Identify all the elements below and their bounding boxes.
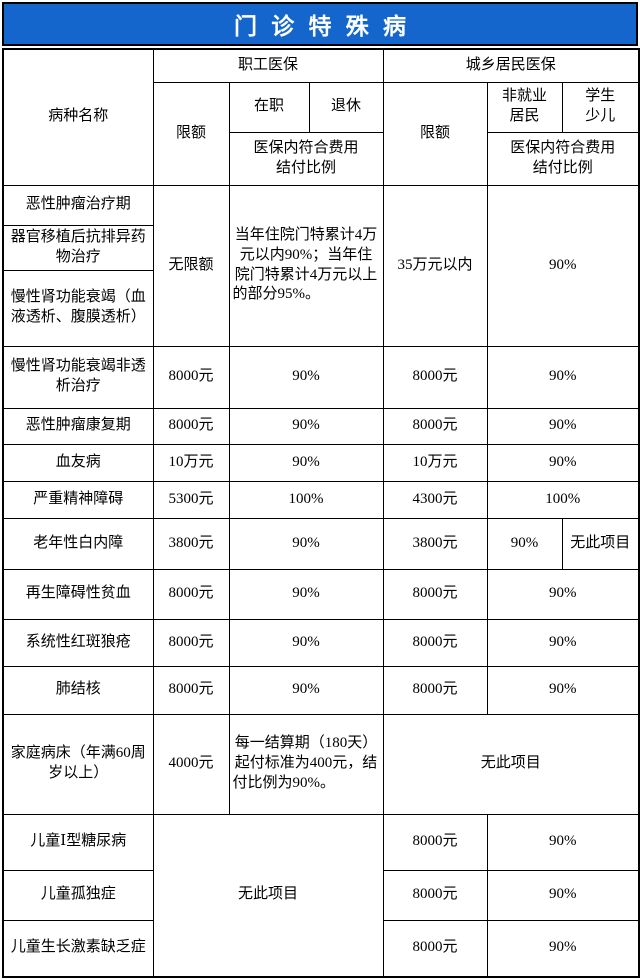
res-student-ratio-cell: 无此项目: [561, 517, 640, 570]
emp-ratio-cell: 90%: [228, 345, 384, 409]
emp-limit-cell: 8000元: [152, 345, 230, 409]
emp-ratio-cell: 90%: [228, 618, 384, 667]
disease-cell: 儿童生长激素缺乏症: [2, 919, 154, 978]
table-row-child-autism: 儿童孤独症 8000元 90%: [2, 869, 640, 921]
col-header-res-limit: 限额: [382, 81, 488, 186]
header-row-groups: 病种名称 职工医保 城乡居民医保: [2, 48, 640, 186]
emp-ratio-cell: 90%: [228, 568, 384, 620]
table-row-cataract: 老年性白内障 3800元 90% 3800元 90% 无此项目: [2, 517, 640, 570]
emp-not-covered-cell: 无此项目: [152, 813, 384, 978]
table-row: 系统性红斑狼疮 8000元 90% 8000元 90%: [2, 618, 640, 667]
res-limit-cell: 8000元: [382, 813, 488, 871]
res-limit-cell: 8000元: [382, 618, 488, 667]
col-header-emp-retired: 退休: [308, 81, 384, 133]
res-ratio-cell: 90%: [486, 919, 640, 978]
col-header-disease-name: 病种名称: [2, 48, 154, 186]
disease-cell: 系统性红斑狼疮: [2, 618, 154, 667]
res-ratio-cell: 90%: [486, 407, 640, 445]
outpatient-special-disease-table: 病种名称 职工医保 城乡居民医保 限额 在职 退休 限额 非就业 居民 学生 少…: [2, 48, 640, 978]
emp-limit-cell: 10万元: [152, 443, 230, 482]
res-ratio-cell: 90%: [486, 184, 640, 347]
disease-cell: 儿童Ⅰ型糖尿病: [2, 813, 154, 871]
res-ratio-cell: 90%: [486, 618, 640, 667]
table-row: 慢性肾功能衰竭非透析治疗 8000元 90% 8000元 90%: [2, 345, 640, 409]
table-row-child-diabetes: 儿童Ⅰ型糖尿病 无此项目 8000元 90%: [2, 813, 640, 978]
col-header-emp-limit: 限额: [152, 81, 230, 186]
res-limit-cell: 8000元: [382, 919, 488, 978]
col-header-res-student: 学生 少儿: [561, 81, 640, 133]
col-header-emp-ratio: 医保内符合费用 结付比例: [228, 131, 384, 186]
emp-ratio-cell: 90%: [228, 443, 384, 482]
table-row: 血友病 10万元 90% 10万元 90%: [2, 443, 640, 482]
col-header-res-ratio: 医保内符合费用 结付比例: [486, 131, 640, 186]
emp-limit-cell: 8000元: [152, 618, 230, 667]
disease-cell: 器官移植后抗排异药物治疗: [2, 224, 154, 271]
res-ratio-cell: 90%: [486, 869, 640, 921]
header-row-ratio: 医保内符合费用 结付比例 医保内符合费用 结付比例: [3, 131, 640, 186]
disease-cell: 慢性肾功能衰竭（血液透析、腹膜透析）: [2, 269, 154, 347]
emp-limit-cell: 8000元: [152, 665, 230, 715]
disease-cell: 儿童孤独症: [2, 869, 154, 921]
emp-ratio-cell: 90%: [228, 407, 384, 445]
disease-cell: 慢性肾功能衰竭非透析治疗: [2, 345, 154, 409]
table-row: 再生障碍性贫血 8000元 90% 8000元 90%: [2, 568, 640, 620]
res-ratio-cell: 90%: [486, 345, 640, 409]
emp-ratio-cell: 90%: [228, 517, 384, 570]
emp-limit-cell: 5300元: [152, 480, 230, 519]
res-limit-cell: 8000元: [382, 869, 488, 921]
res-ratio-cell: 90%: [486, 665, 640, 715]
res-limit-cell: 35万元以内: [382, 184, 488, 347]
res-limit-cell: 8000元: [382, 345, 488, 409]
table-row-group-top-3: 慢性肾功能衰竭（血液透析、腹膜透析）: [2, 269, 639, 347]
disease-cell: 肺结核: [2, 665, 154, 715]
res-ratio-cell: 90%: [486, 443, 640, 482]
disease-cell: 严重精神障碍: [2, 480, 154, 519]
emp-ratio-cell: 每一结算期（180天）起付标准为400元，结付比例为90%。: [228, 713, 384, 815]
res-nonemployed-ratio-cell: 90%: [486, 517, 563, 570]
table-row: 恶性肿瘤康复期 8000元 90% 8000元 90%: [2, 407, 640, 445]
col-header-employee-insurance: 职工医保: [152, 48, 384, 83]
emp-limit-cell: 8000元: [152, 407, 230, 445]
emp-limit-cell: 8000元: [152, 568, 230, 620]
res-ratio-cell: 90%: [486, 813, 640, 871]
disease-cell: 老年性白内障: [2, 517, 154, 570]
emp-ratio-cell: 100%: [228, 480, 384, 519]
emp-limit-cell: 无限额: [152, 184, 230, 347]
disease-cell: 家庭病床（年满60周岁以上）: [2, 713, 154, 815]
table-row-group-top-1: 恶性肿瘤治疗期 无限额 当年住院门特累计4万元以内90%；当年住院门特累计4万元…: [2, 184, 640, 347]
res-ratio-cell: 90%: [486, 568, 640, 620]
emp-limit-cell: 3800元: [152, 517, 230, 570]
header-row-subcolumns: 限额 在职 退休 限额 非就业 居民 学生 少儿: [3, 81, 640, 186]
res-limit-cell: 3800元: [382, 517, 488, 570]
res-limit-cell: 8000元: [382, 665, 488, 715]
res-limit-cell: 10万元: [382, 443, 488, 482]
disease-cell: 再生障碍性贫血: [2, 568, 154, 620]
emp-limit-cell: 4000元: [152, 713, 230, 815]
res-ratio-cell: 100%: [486, 480, 640, 519]
page-title: 门诊特殊病: [2, 2, 638, 46]
col-header-emp-active: 在职: [228, 81, 310, 133]
col-header-res-nonemployed: 非就业 居民: [486, 81, 563, 133]
disease-cell: 恶性肿瘤康复期: [2, 407, 154, 445]
disease-cell: 血友病: [2, 443, 154, 482]
col-header-resident-insurance: 城乡居民医保: [382, 48, 640, 83]
table-row: 肺结核 8000元 90% 8000元 90%: [2, 665, 640, 715]
emp-ratio-cell: 当年住院门特累计4万元以内90%；当年住院门特累计4万元以上的部分95%。: [228, 184, 384, 347]
disease-cell: 恶性肿瘤治疗期: [2, 184, 154, 226]
res-limit-cell: 8000元: [382, 407, 488, 445]
res-not-covered-cell: 无此项目: [382, 713, 640, 815]
res-limit-cell: 8000元: [382, 568, 488, 620]
table-row: 严重精神障碍 5300元 100% 4300元 100%: [2, 480, 640, 519]
res-limit-cell: 4300元: [382, 480, 488, 519]
table-row-group-top-2: 器官移植后抗排异药物治疗: [2, 224, 639, 271]
table-row-family-bed: 家庭病床（年满60周岁以上） 4000元 每一结算期（180天）起付标准为400…: [2, 713, 640, 815]
emp-ratio-cell: 90%: [228, 665, 384, 715]
